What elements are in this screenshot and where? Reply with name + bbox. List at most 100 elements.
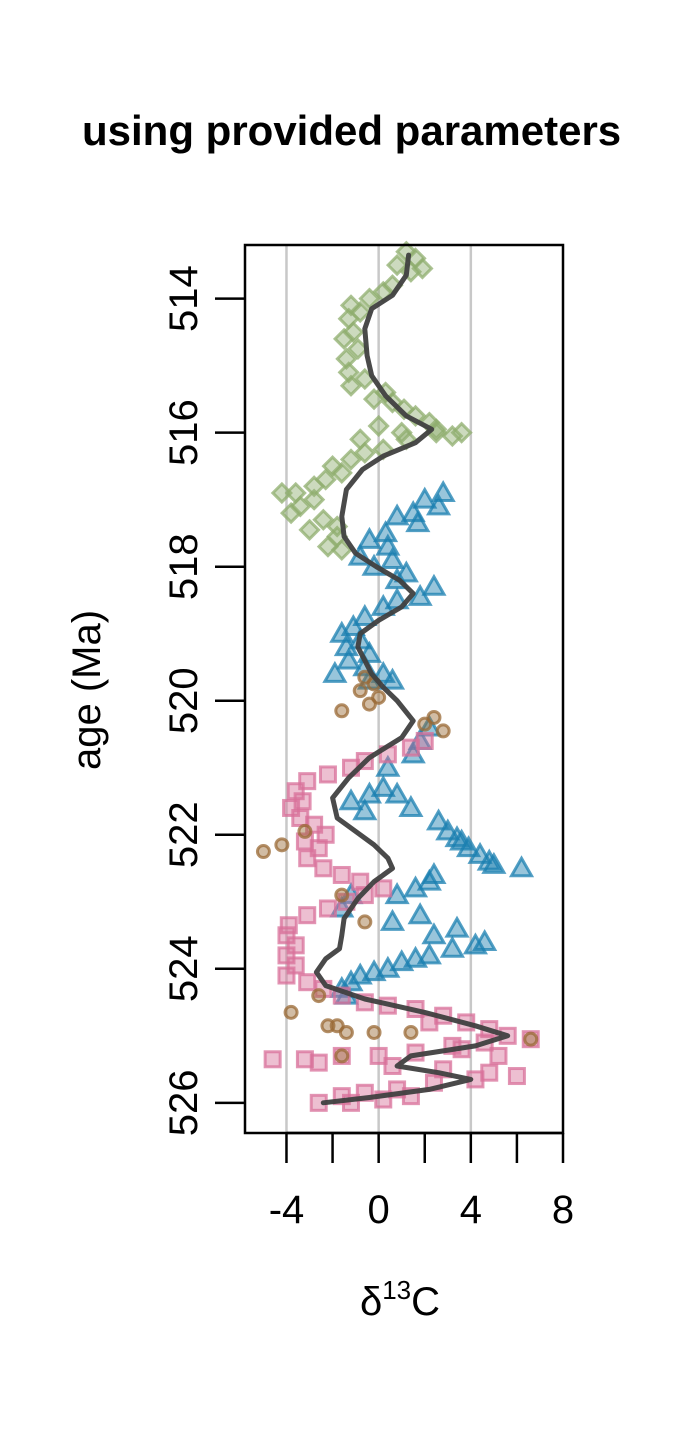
triangle-point — [338, 788, 364, 811]
circle-point — [338, 1024, 354, 1040]
triangle-point — [455, 835, 482, 858]
triangle-point — [416, 868, 442, 891]
square-point — [489, 1046, 508, 1065]
square-point — [298, 906, 317, 925]
diamond-point — [303, 475, 326, 498]
square-point — [298, 849, 317, 868]
diamond-point — [349, 428, 372, 451]
triangle-point — [379, 546, 406, 569]
triangle-point — [449, 828, 475, 851]
triangle-point — [361, 959, 387, 982]
diamond-point — [367, 414, 390, 438]
square-point — [507, 1067, 526, 1086]
diamond-point — [330, 461, 353, 484]
x-label-prefix: δ — [360, 1280, 382, 1324]
triangle-point — [425, 808, 452, 831]
triangle-point — [407, 902, 433, 925]
data-points — [255, 240, 540, 1112]
square-point — [318, 765, 337, 784]
triangle-point — [412, 486, 438, 509]
circle-point — [274, 837, 290, 853]
triangle-point — [421, 573, 447, 596]
triangle-point — [462, 932, 489, 955]
triangle-point — [416, 942, 442, 965]
circle-point — [403, 1024, 419, 1040]
x-tick-label: 8 — [552, 1188, 574, 1232]
triangle-point — [352, 798, 378, 821]
square-point — [277, 966, 296, 985]
circle-point — [435, 723, 451, 739]
x-tick-label: -4 — [269, 1188, 305, 1232]
triangle-point — [379, 908, 406, 931]
triangle-point — [444, 915, 470, 938]
y-axis-label: age (Ma) — [65, 610, 109, 770]
triangle-point — [340, 613, 366, 637]
diamond-point — [441, 424, 464, 448]
circle-point — [334, 887, 350, 903]
diamond-point — [358, 287, 381, 310]
triangle-point — [407, 583, 433, 606]
triangle-point — [322, 660, 348, 683]
triangle-point — [375, 754, 401, 777]
triangle-point — [389, 949, 415, 972]
square-point — [355, 886, 374, 905]
triangle-point — [384, 503, 410, 526]
triangle-point — [352, 603, 378, 626]
square-point — [374, 879, 393, 898]
x-axis-label: δ13C — [360, 1275, 440, 1324]
circle-point — [334, 1048, 350, 1064]
square-point — [318, 899, 337, 918]
square-point — [298, 973, 317, 992]
triangle-point — [356, 781, 383, 804]
triangle-point — [370, 774, 396, 797]
square-point — [369, 1046, 388, 1065]
diamond-point — [279, 501, 303, 525]
x-axis: -4 0 4 8 — [269, 1131, 574, 1232]
square-point — [332, 865, 351, 884]
square-point — [351, 872, 370, 891]
triangle-point — [508, 855, 535, 878]
y-tick-label: 518 — [162, 533, 206, 600]
circle-point — [352, 683, 368, 699]
square-point — [309, 1053, 328, 1072]
diamond-point — [362, 388, 386, 411]
y-tick-label: 514 — [162, 265, 206, 332]
circle-point — [523, 1031, 539, 1047]
circle-point — [357, 914, 373, 930]
triangle-point — [375, 955, 401, 978]
square-point — [263, 1050, 282, 1069]
triangle-point — [356, 526, 383, 549]
triangle-point — [425, 493, 452, 516]
triangle-point — [384, 781, 410, 804]
circle-point — [255, 844, 271, 860]
diamond-point — [312, 508, 335, 531]
diamond-point — [411, 257, 434, 280]
triangle-point — [402, 945, 429, 968]
y-axis: 514 516 518 520 522 524 526 — [162, 265, 245, 1136]
square-point — [401, 738, 420, 757]
y-tick-label: 520 — [162, 667, 206, 734]
square-point — [314, 859, 333, 878]
y-tick-label: 524 — [162, 935, 206, 1002]
circle-point — [297, 823, 313, 839]
triangle-point — [476, 848, 502, 871]
diamond-point — [339, 374, 363, 397]
y-tick-label: 522 — [162, 801, 206, 868]
y-tick-label: 526 — [162, 1069, 206, 1136]
triangle-point — [379, 667, 406, 690]
circle-point — [311, 988, 327, 1004]
circle-point — [334, 703, 350, 719]
triangle-point — [421, 922, 447, 945]
diamond-point — [385, 253, 409, 277]
x-tick-label: 0 — [368, 1188, 390, 1232]
circle-point — [417, 716, 433, 732]
diamond-point — [303, 488, 326, 511]
triangle-point — [439, 935, 465, 958]
smooth-curve — [313, 252, 511, 1106]
diamond-point — [332, 327, 356, 350]
circle-point — [283, 1004, 299, 1020]
triangle-point — [405, 510, 431, 533]
triangle-point — [398, 794, 424, 817]
diamond-point — [330, 538, 353, 562]
